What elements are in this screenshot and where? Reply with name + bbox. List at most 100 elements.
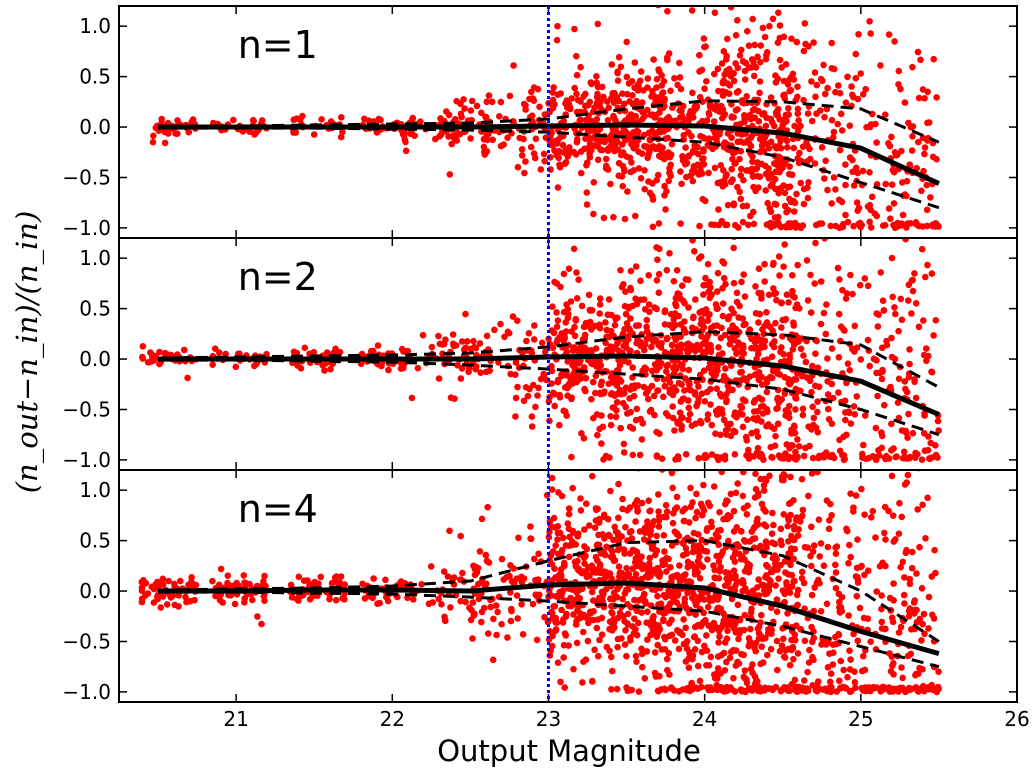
scatter-point: [705, 169, 712, 177]
scatter-point: [718, 324, 725, 332]
scatter-point: [691, 623, 699, 631]
scatter-point: [582, 319, 590, 327]
scatter-point: [752, 283, 759, 290]
scatter-point: [890, 660, 897, 667]
scatter-point: [837, 657, 845, 665]
scatter-point: [704, 260, 712, 268]
scatter-point: [573, 639, 581, 647]
scatter-point: [821, 175, 828, 182]
scatter-point: [594, 431, 601, 439]
scatter-point: [762, 187, 769, 194]
scatter-point: [222, 350, 229, 358]
scatter-point: [549, 389, 557, 397]
scatter-point: [932, 442, 939, 449]
scatter-point: [731, 238, 738, 241]
scatter-point: [596, 295, 604, 302]
scatter-point: [595, 541, 603, 549]
scatter-point: [745, 568, 753, 576]
scatter-point: [704, 317, 712, 325]
scatter-point: [620, 449, 628, 456]
scatter-point: [793, 591, 801, 599]
y-tick-label: 0.0: [79, 579, 111, 603]
scatter-point: [705, 364, 713, 372]
scatter-point: [632, 626, 639, 633]
scatter-point: [737, 402, 744, 410]
scatter-point: [852, 50, 860, 58]
scatter-point: [620, 100, 628, 108]
scatter-point: [836, 276, 843, 283]
scatter-point: [781, 202, 789, 210]
scatter-point: [771, 200, 779, 208]
scatter-point: [588, 348, 595, 356]
scatter-point: [707, 324, 715, 332]
scatter-point: [683, 550, 691, 557]
scatter-point: [585, 127, 592, 134]
scatter-point: [677, 220, 684, 227]
scatter-point: [672, 117, 679, 125]
scatter-point: [762, 634, 769, 642]
scatter-point: [593, 116, 601, 123]
scatter-point: [588, 588, 596, 596]
scatter-point: [706, 684, 714, 691]
scatter-point: [675, 455, 682, 463]
scatter-point: [663, 362, 671, 370]
scatter-point: [632, 263, 640, 270]
scatter-point: [776, 647, 784, 655]
scatter-point: [886, 594, 894, 602]
scatter-point: [830, 128, 838, 136]
scatter-point: [835, 590, 843, 598]
scatter-point: [761, 322, 768, 330]
scatter-point: [760, 456, 767, 464]
scatter-point: [628, 78, 636, 85]
scatter-point: [647, 531, 654, 539]
scatter-point: [860, 441, 867, 449]
scatter-point: [631, 459, 638, 466]
scatter-point: [860, 614, 868, 622]
scatter-point: [703, 662, 710, 669]
scatter-point: [817, 320, 825, 328]
scatter-point: [874, 323, 882, 330]
scatter-point: [791, 219, 799, 227]
scatter-point: [760, 581, 767, 589]
scatter-point: [885, 205, 893, 212]
scatter-point: [903, 479, 910, 486]
scatter-point: [703, 78, 710, 85]
scatter-point: [775, 575, 782, 582]
scatter-point: [899, 211, 907, 219]
scatter-point: [881, 221, 889, 229]
scatter-point: [537, 166, 545, 173]
scatter-point: [664, 134, 672, 142]
scatter-point: [845, 560, 852, 567]
scatter-point: [644, 454, 651, 461]
scatter-point: [754, 53, 761, 61]
scatter-point: [510, 565, 517, 572]
scatter-point: [586, 153, 594, 161]
scatter-point: [925, 119, 933, 126]
scatter-point: [567, 298, 575, 305]
scatter-point: [295, 573, 303, 581]
scatter-point: [607, 595, 614, 603]
scatter-point: [497, 98, 505, 106]
scatter-point: [152, 354, 160, 362]
scatter-point: [556, 421, 563, 429]
scatter-point: [744, 502, 751, 510]
scatter-point: [868, 514, 875, 521]
scatter-point: [645, 301, 653, 308]
scatter-point: [773, 637, 781, 645]
scatter-point: [825, 405, 832, 413]
scatter-point: [621, 550, 628, 557]
y-tick-label: 0.5: [79, 65, 111, 89]
scatter-point: [623, 38, 630, 46]
scatter-point: [150, 599, 158, 606]
scatter-point: [827, 670, 835, 677]
scatter-point: [554, 317, 562, 324]
scatter-point: [338, 114, 345, 121]
scatter-point: [669, 414, 677, 422]
scatter-point: [836, 224, 843, 232]
scatter-point: [602, 165, 610, 172]
scatter-point: [461, 105, 468, 112]
scatter-point: [710, 562, 717, 569]
scatter-point: [878, 618, 886, 626]
scatter-point: [903, 388, 911, 396]
scatter-point: [548, 609, 556, 617]
